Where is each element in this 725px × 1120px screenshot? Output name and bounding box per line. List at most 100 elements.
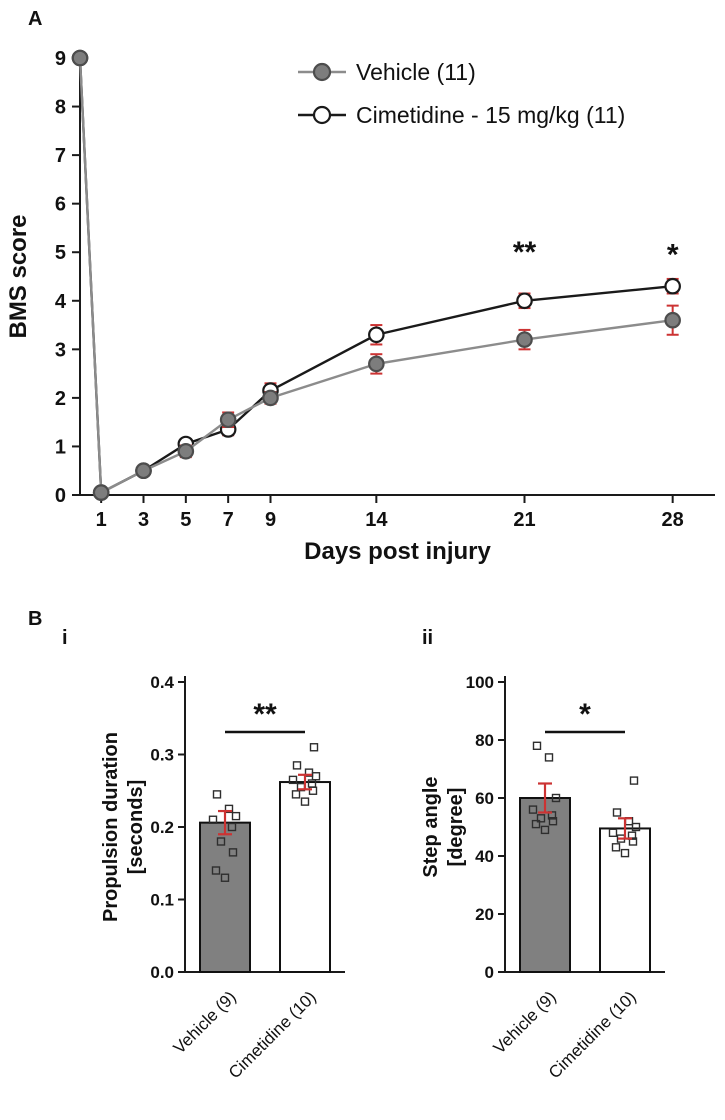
scatter-point	[531, 819, 541, 829]
y-tick-label: 0	[485, 963, 494, 982]
x-tick-label: 1	[96, 509, 107, 531]
scatter-point	[208, 815, 218, 824]
x-ticks: 1 3 5 7 9 14 21 28	[96, 495, 684, 531]
scatter-point	[227, 822, 237, 832]
panel-sublabel: i	[62, 627, 68, 649]
y-tick-label: 5	[55, 242, 66, 264]
scatter-point	[611, 843, 621, 852]
y-title-step-angle: Step angle [degree]	[420, 776, 467, 877]
data-point-marker	[71, 49, 89, 67]
x-tick-label: 14	[365, 509, 388, 531]
scatter-point	[612, 808, 622, 817]
scatter-point	[629, 776, 639, 785]
scatter-point	[620, 848, 630, 858]
y-tick-label: 60	[475, 789, 494, 808]
scatter-point	[608, 828, 618, 838]
scatter-point	[631, 822, 641, 832]
data-point-marker	[664, 311, 681, 329]
y-tick-label: 20	[475, 905, 494, 924]
scatter-point	[220, 873, 230, 882]
y-title-propulsion-duration: Propulsion duration [seconds]	[100, 732, 147, 922]
data-point-marker	[92, 484, 110, 501]
scatter-point	[551, 793, 561, 803]
y-axis-title: [degree]	[445, 788, 467, 867]
scatter-point	[288, 775, 298, 785]
y-tick-label: 2	[55, 388, 66, 410]
y-axis-title: [seconds]	[125, 780, 147, 874]
panel-sublabel: ii	[422, 627, 433, 649]
y-tick-label: 100	[466, 673, 494, 692]
y-ticks-step-angle: 0 20 40 60 80 100	[466, 673, 505, 982]
y-tick-label: 3	[55, 339, 66, 361]
category-label: Cimetidine (10)	[545, 987, 640, 1082]
bar	[199, 821, 251, 973]
category-label: Vehicle (9)	[490, 987, 560, 1057]
bar-group-step-angle-0: Vehicle (9)	[490, 741, 571, 1058]
data-point-marker	[368, 355, 385, 373]
y-axis-title: BMS score	[5, 214, 32, 338]
data-point-marker	[177, 442, 195, 460]
scatter-point	[292, 761, 302, 770]
x-axis-title: Days post injury	[304, 538, 491, 565]
scatter-point	[228, 848, 238, 857]
sublabel-step-angle: ii	[422, 627, 433, 649]
legend-label: Cimetidine - 15 mg/kg (11)	[356, 102, 625, 128]
scatter-point	[231, 811, 241, 821]
scatter-point	[532, 741, 542, 751]
y-tick-label: 40	[475, 847, 494, 866]
scatter-point	[528, 805, 538, 814]
y-tick-label: 1	[55, 436, 66, 458]
y-tick-label: 7	[55, 145, 66, 167]
y-tick-label: 0.3	[150, 746, 174, 765]
significance-marker: *	[667, 238, 679, 271]
significance-annotations: ** *	[513, 236, 679, 271]
x-axis-title: Days post injury	[304, 538, 491, 565]
significance-marker: **	[253, 698, 277, 731]
gait-bar-charts: i 0.0 0.1 0.2 0.3 0.4 Propulsion duration [seco…	[62, 627, 665, 1082]
y-ticks: 0 1 2 3 4 5 6 7 8 9	[55, 48, 80, 507]
scatter-point	[212, 790, 222, 799]
scatter-point	[300, 797, 310, 806]
y-tick-label: 0.2	[150, 818, 174, 837]
scatter-point	[548, 816, 558, 826]
x-tick-label: 9	[265, 509, 276, 531]
y-tick-label: 0	[55, 485, 66, 507]
scatter-point	[224, 804, 234, 814]
scatter-point	[216, 837, 226, 846]
y-tick-label: 0.1	[150, 891, 174, 910]
x-tick-label: 7	[223, 509, 234, 531]
legend-marker	[312, 105, 332, 125]
scatter-point	[309, 743, 319, 752]
scatter-point	[291, 790, 301, 799]
y-axis-title: BMS score	[5, 214, 32, 338]
significance-marker: **	[513, 236, 537, 269]
data-point-marker	[516, 331, 533, 348]
y-axis-title: Propulsion duration	[100, 732, 122, 922]
scatter-point	[628, 837, 638, 846]
data-point-marker	[219, 411, 237, 429]
data-point-marker	[262, 389, 279, 407]
y-tick-label: 9	[55, 48, 66, 70]
legend-label: Vehicle (11)	[356, 59, 476, 85]
bar	[519, 797, 571, 973]
data-point-marker	[516, 292, 533, 310]
bar-group-propulsion-duration-0: Vehicle (9)	[170, 790, 251, 1058]
series-0	[71, 49, 681, 501]
legend-marker	[312, 62, 332, 82]
category-label: Cimetidine (10)	[225, 987, 320, 1082]
y-tick-label: 8	[55, 97, 66, 119]
scatter-point	[304, 768, 314, 777]
data-point-marker	[135, 462, 152, 480]
y-ticks-propulsion-duration: 0.0 0.1 0.2 0.3 0.4	[150, 673, 185, 982]
scatter-point	[211, 866, 221, 875]
data-point-marker	[368, 326, 385, 344]
significance-propulsion-duration: **	[225, 698, 305, 734]
y-tick-label: 0.0	[150, 963, 174, 982]
scatter-point	[536, 814, 546, 823]
panel-b-label: B	[28, 608, 43, 630]
category-label: Vehicle (9)	[170, 987, 240, 1057]
x-tick-label: 28	[662, 509, 684, 531]
bms-score-line-chart: 1 3 5 7 9 14 21 28 0 1 2 3 4 5 6 7 8 9 Days post injury BMS…	[5, 48, 715, 565]
scatter-point	[311, 772, 321, 781]
